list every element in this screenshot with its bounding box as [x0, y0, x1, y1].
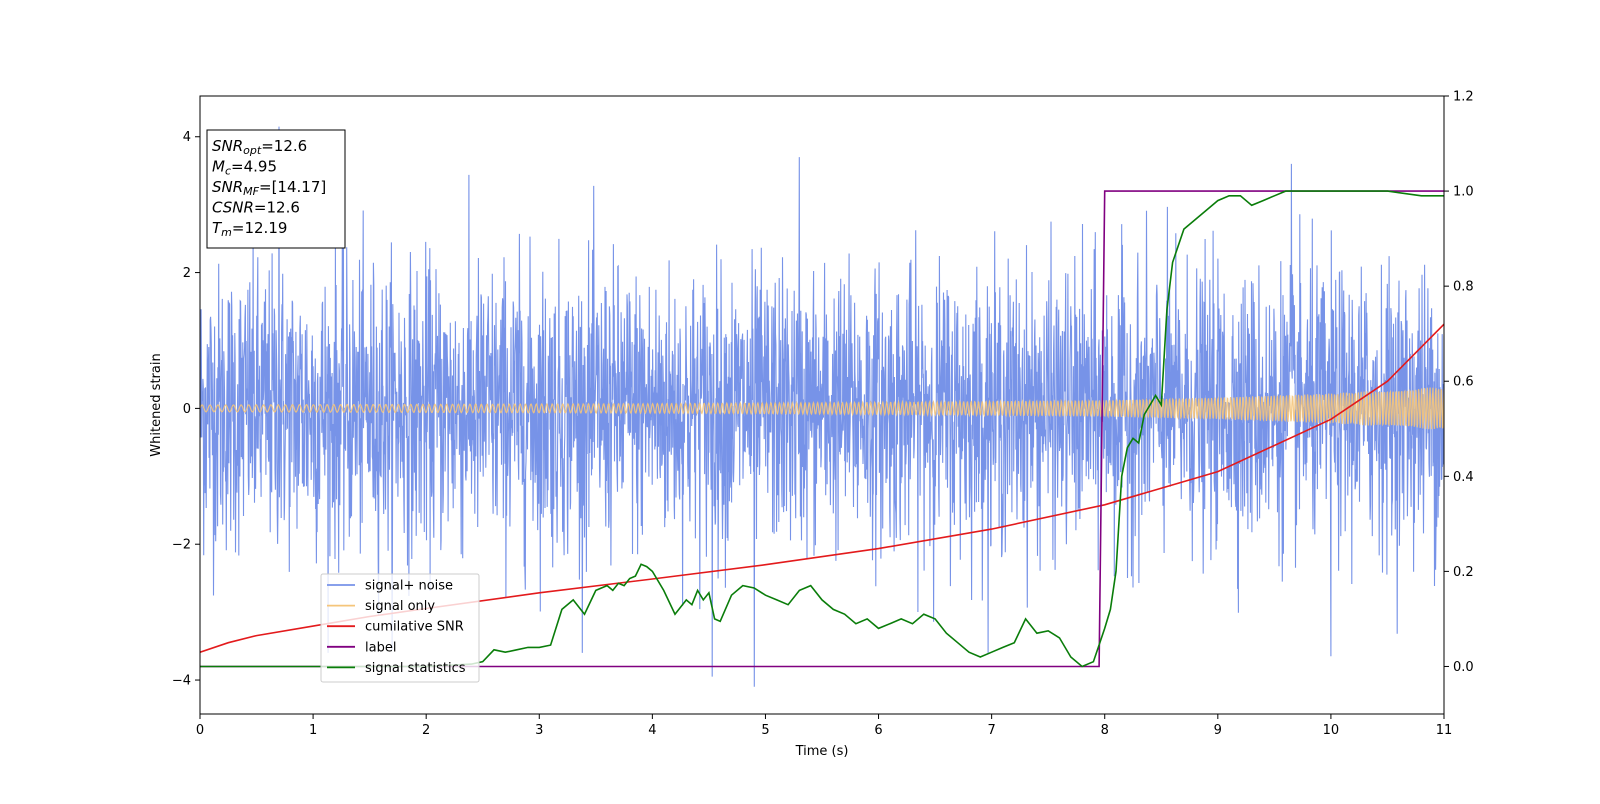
series-signal-statistics-line	[200, 190, 1444, 668]
legend-frame	[320, 573, 480, 683]
x-tick-label: 1	[309, 723, 317, 738]
x-tick-label: 3	[535, 723, 543, 738]
plot-frame	[199, 95, 1445, 715]
legend-entry-signal-only: signal only	[327, 599, 435, 614]
x-tick-label: 2	[422, 723, 430, 738]
legend-entry-signal-noise: signal+ noise	[327, 579, 453, 594]
info-box-frame	[206, 129, 346, 249]
legend-label: cumilative SNR	[365, 620, 464, 635]
y-right-tick-label: 0.8	[1453, 280, 1474, 295]
legend-entry-cumulative-snr: cumilative SNR	[327, 620, 464, 635]
y-left-tick-label: 2	[183, 266, 191, 281]
x-tick-label: 5	[761, 723, 769, 738]
x-tick-label: 10	[1323, 723, 1340, 738]
series-signal-noise-line	[200, 126, 1444, 687]
legend-entry-signal-statistics: signal statistics	[327, 661, 466, 676]
info-box-entry: SNRMF=[14.17]	[212, 178, 326, 198]
y-left-tick-label: 4	[183, 130, 191, 145]
x-tick-label: 11	[1436, 723, 1453, 738]
y-right-tick-label: 0.0	[1453, 660, 1474, 675]
y-left-tick-label: 0	[183, 402, 191, 417]
legend-entry-label: label	[327, 640, 396, 655]
axis-layer: 0 1 2 3 4 5 6 7 8 9 10 11 −4 −2 0 2 4 0.0 0.2 0.4 0.6 0.8 1.0 1…	[172, 90, 1474, 739]
info-box-entry: Mc=4.95	[212, 158, 277, 178]
x-tick-label: 7	[987, 723, 995, 738]
series-layer	[200, 126, 1444, 687]
x-tick-label: 6	[874, 723, 882, 738]
y-left-tick-label: −4	[172, 674, 191, 689]
info-box-entry: SNRopt=12.6	[212, 137, 307, 157]
legend: signal+ noise signal only cumilative SNR la…	[320, 573, 480, 683]
y-right-tick-label: 0.6	[1453, 375, 1474, 390]
info-box-entry: CSNR=12.6	[212, 199, 300, 217]
series-cumulative-snr-line	[200, 323, 1444, 653]
x-tick-label: 0	[196, 723, 204, 738]
legend-label: signal only	[365, 599, 435, 614]
x-axis-label: Time (s)	[795, 744, 849, 759]
info-box-entry: Tm=12.19	[212, 219, 287, 239]
legend-label: label	[365, 640, 396, 655]
y-right-tick-label: 1.2	[1453, 90, 1474, 105]
series-label-line	[200, 190, 1444, 668]
y-right-tick-label: 0.2	[1453, 565, 1474, 580]
y-right-tick-label: 0.4	[1453, 470, 1474, 485]
legend-label: signal statistics	[365, 661, 466, 676]
x-tick-label: 4	[648, 723, 656, 738]
series-signal-only-line	[200, 387, 1444, 430]
y-right-tick-label: 1.0	[1453, 185, 1474, 200]
info-box: SNRopt=12.6Mc=4.95SNRMF=[14.17]CSNR=12.6…	[206, 129, 346, 249]
x-tick-label: 9	[1214, 723, 1222, 738]
y-left-tick-label: −2	[172, 538, 191, 553]
y-axis-label: Whitened strain	[149, 353, 164, 456]
x-tick-label: 8	[1101, 723, 1109, 738]
legend-label: signal+ noise	[365, 579, 453, 594]
